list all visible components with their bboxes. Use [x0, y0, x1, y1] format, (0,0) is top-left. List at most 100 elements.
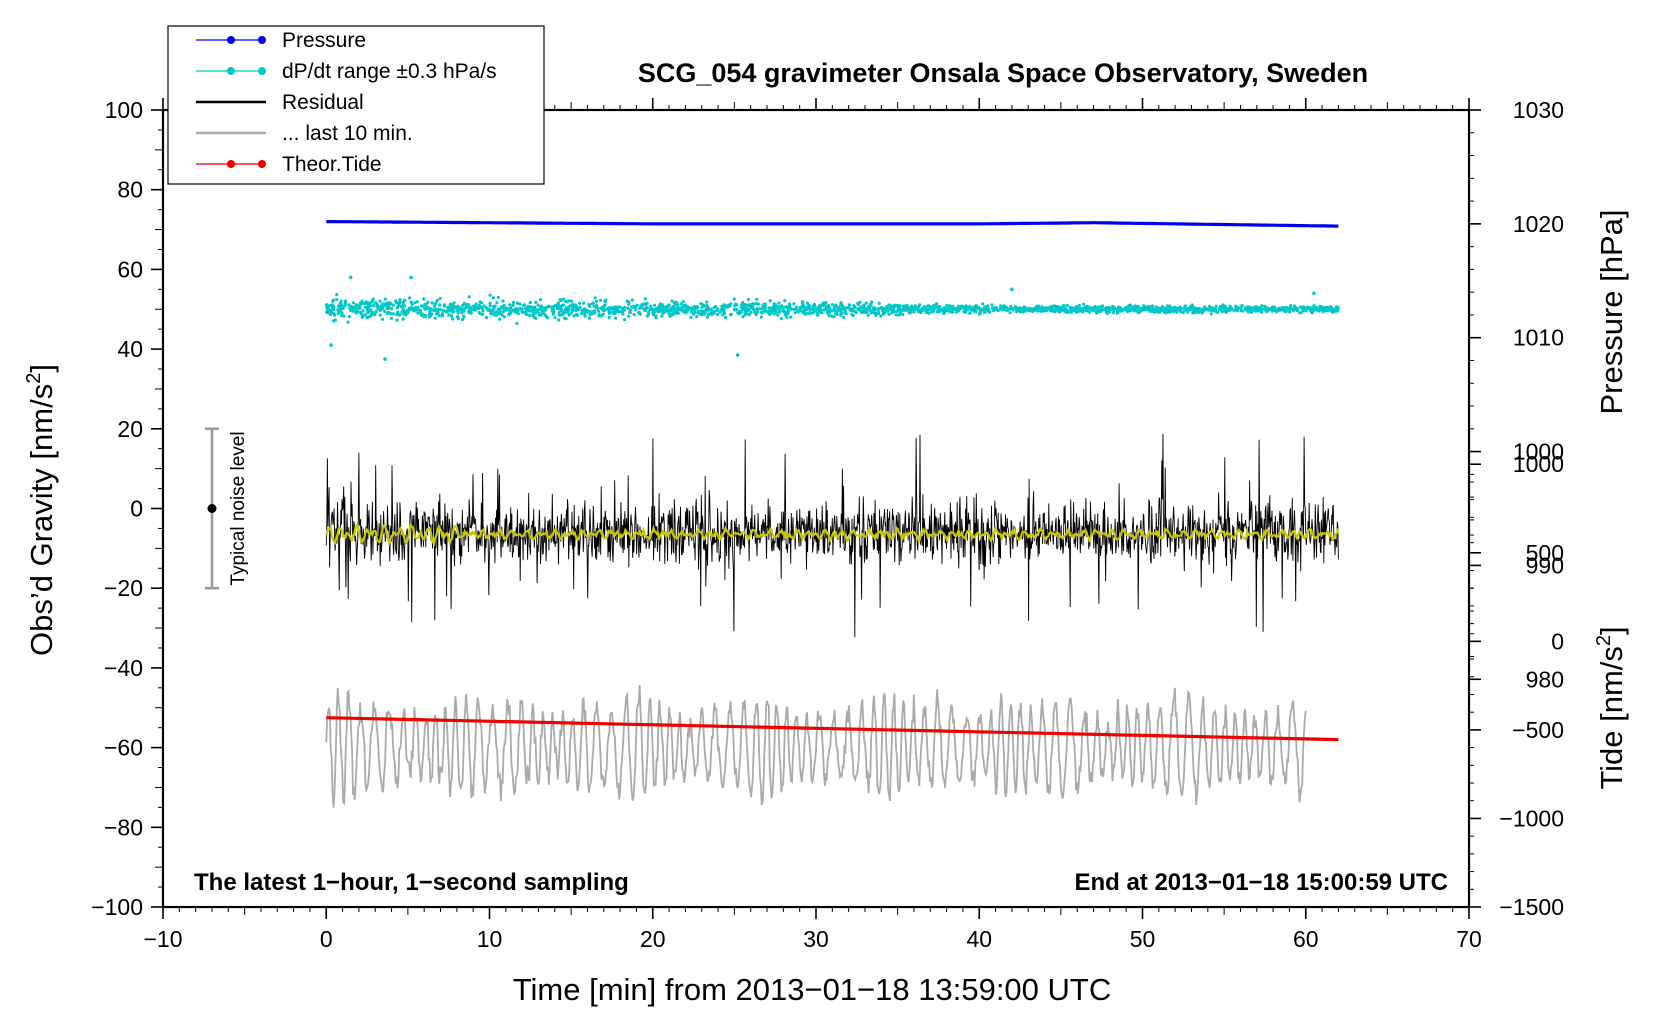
dpdt-point [641, 303, 645, 307]
dpdt-point [821, 301, 825, 305]
dpdt-point [488, 293, 492, 297]
dpdt-point [743, 303, 747, 307]
dpdt-point [1041, 306, 1045, 310]
dpdt-point [343, 304, 347, 308]
dpdt-point [887, 312, 891, 316]
dpdt-point [538, 298, 543, 302]
dpdt-point [359, 302, 363, 306]
dpdt-outlier-point [1010, 287, 1014, 292]
dpdt-point [528, 301, 532, 305]
dpdt-point [685, 307, 689, 311]
dpdt-point [868, 303, 872, 307]
dpdt-point [870, 300, 874, 304]
dpdt-point [1323, 308, 1328, 312]
dpdt-point [908, 311, 912, 315]
dpdt-point [508, 303, 512, 307]
dpdt-point [625, 299, 629, 303]
dpdt-point [667, 309, 671, 313]
dpdt-point [1125, 309, 1130, 313]
dpdt-point [627, 314, 631, 318]
dpdt-point [850, 309, 855, 313]
dpdt-point [1150, 304, 1155, 308]
dpdt-point [602, 309, 606, 313]
dpdt-point [597, 314, 601, 318]
dpdt-point [1122, 308, 1126, 312]
dpdt-point [1272, 306, 1276, 310]
dpdt-point [808, 307, 812, 311]
dpdt-point [747, 303, 752, 307]
dpdt-point [901, 312, 905, 317]
dpdt-point [553, 304, 557, 308]
series-dpdt-points [324, 275, 1340, 361]
dpdt-point [409, 300, 413, 304]
dpdt-point [645, 306, 649, 310]
dpdt-point [524, 312, 529, 317]
dpdt-point [330, 311, 334, 315]
dpdt-point [378, 299, 382, 303]
dpdt-point [982, 310, 987, 314]
dpdt-point [390, 307, 394, 311]
dpdt-point [511, 303, 515, 307]
dpdt-point [500, 313, 504, 317]
dpdt-point [1021, 308, 1025, 312]
dpdt-point [805, 301, 810, 305]
dpdt-point [787, 302, 792, 306]
dpdt-point [760, 311, 764, 315]
dpdt-point [460, 311, 464, 315]
dpdt-point [338, 304, 342, 308]
dpdt-point [777, 301, 781, 305]
dpdt-point [351, 309, 355, 313]
dpdt-point [894, 313, 898, 317]
dpdt-point [518, 302, 522, 306]
dpdt-point [827, 314, 831, 318]
dpdt-point [429, 314, 433, 318]
dpdt-point [917, 305, 921, 309]
dpdt-point [1069, 306, 1073, 310]
dpdt-point [590, 302, 594, 306]
y-tick-label: 80 [117, 177, 143, 203]
dpdt-point [419, 313, 424, 317]
dpdt-point [877, 301, 881, 305]
dpdt-point [617, 310, 621, 314]
dpdt-point [842, 315, 846, 320]
dpdt-point [658, 304, 662, 308]
dpdt-point [1074, 308, 1078, 312]
dpdt-point [481, 312, 485, 316]
dpdt-point [482, 304, 486, 308]
dpdt-point [973, 305, 978, 309]
dpdt-point [1253, 307, 1257, 311]
dpdt-point [1077, 306, 1081, 310]
dpdt-point [844, 312, 848, 316]
dpdt-point [1321, 305, 1325, 309]
dpdt-point [1062, 307, 1066, 312]
dpdt-point [488, 304, 492, 308]
dpdt-point [1144, 305, 1148, 309]
dpdt-point [705, 315, 709, 319]
dpdt-point [862, 303, 866, 307]
dpdt-point [754, 313, 758, 317]
dpdt-point [642, 307, 646, 311]
dpdt-point [1153, 310, 1157, 314]
dpdt-point [562, 297, 566, 301]
dpdt-point [459, 307, 463, 311]
dpdt-point [1012, 307, 1016, 311]
x-tick-label: 40 [966, 926, 992, 952]
dpdt-point [852, 304, 856, 308]
dpdt-point [653, 309, 657, 313]
dpdt-point [1034, 305, 1038, 309]
dpdt-point [962, 310, 966, 314]
dpdt-point [366, 300, 370, 305]
dpdt-point [708, 312, 712, 316]
dpdt-point [376, 305, 380, 309]
dpdt-point [664, 309, 668, 314]
dpdt-point [1118, 309, 1122, 313]
x-tick-label: 70 [1456, 926, 1482, 952]
dpdt-point [432, 304, 436, 308]
dpdt-point [435, 312, 439, 316]
dpdt-point [1015, 306, 1019, 311]
dpdt-point [1099, 308, 1103, 312]
dpdt-point [564, 299, 568, 304]
dpdt-point [433, 316, 437, 320]
dpdt-point [693, 311, 697, 315]
dpdt-point [707, 308, 711, 312]
